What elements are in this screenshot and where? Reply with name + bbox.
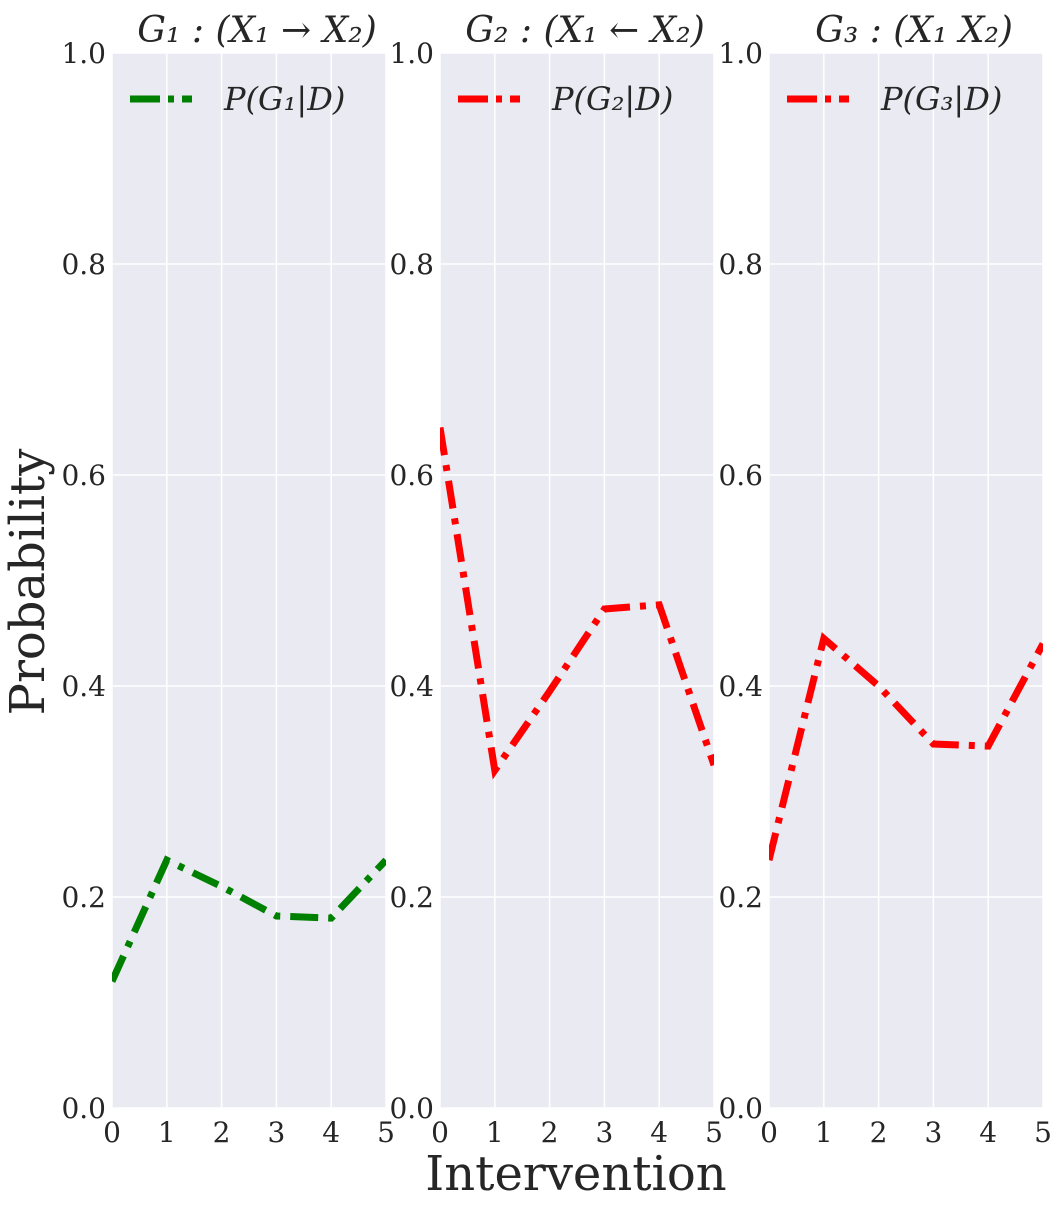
x-tick-label: 1 (158, 1116, 176, 1149)
x-tick-label: 5 (705, 1116, 723, 1149)
y-tick-label: 0.6 (718, 459, 763, 492)
y-tick-label: 0.2 (389, 881, 434, 914)
y-tick-label: 0.0 (718, 1092, 763, 1125)
x-tick-label: 2 (541, 1116, 559, 1149)
x-tick-label: 5 (377, 1116, 395, 1149)
x-tick-label: 3 (595, 1116, 613, 1149)
y-tick-label: 0.4 (389, 670, 434, 703)
y-tick-label: 1.0 (389, 37, 434, 70)
y-tick-label: 1.0 (718, 37, 763, 70)
y-tick-label: 0.2 (61, 881, 106, 914)
x-tick-label: 4 (979, 1116, 997, 1149)
x-tick-label: 4 (322, 1116, 340, 1149)
x-tick-label: 3 (924, 1116, 942, 1149)
x-tick-label: 0 (760, 1116, 778, 1149)
x-tick-label: 0 (431, 1116, 449, 1149)
panel-1: 0 1 2 3 4 5 0.0 0.2 0.4 0.6 0.8 1.0 G₁ : (X₁ → X₂) P(… (61, 10, 394, 1149)
y-tick-label: 0.2 (718, 881, 763, 914)
y-tick-label: 0.8 (61, 248, 106, 281)
panel-title: G₃ : (X₁ X₂) (815, 10, 1013, 51)
x-tick-label: 0 (103, 1116, 121, 1149)
y-tick-label: 0.0 (389, 1092, 434, 1125)
panel-title: G₁ : (X₁ → X₂) (137, 10, 376, 51)
x-tick-label: 3 (267, 1116, 285, 1149)
y-tick-label: 0.8 (718, 248, 763, 281)
plot-background (112, 53, 386, 1108)
panel-title: G₂ : (X₁ ← X₂) (465, 10, 704, 51)
series-line (769, 632, 1043, 861)
plot-background (440, 53, 714, 1108)
series-line (112, 855, 386, 983)
y-tick-label: 0.0 (61, 1092, 106, 1125)
legend-label: P(G₃|D) (880, 80, 1002, 118)
y-tick-label: 0.4 (718, 670, 763, 703)
panel-2: 0 1 2 3 4 5 0.0 0.2 0.4 0.6 0.8 1.0 G₂ : (X₁ ← X₂) P(… (389, 10, 722, 1149)
plot-background (769, 53, 1043, 1108)
y-tick-label: 0.4 (61, 670, 106, 703)
x-tick-label: 2 (213, 1116, 231, 1149)
y-tick-label: 0.6 (61, 459, 106, 492)
y-axis-label: Probability (0, 449, 56, 716)
legend-label: P(G₂|D) (551, 80, 673, 118)
legend-label: P(G₁|D) (223, 80, 345, 118)
series-line (440, 426, 714, 780)
x-tick-label: 2 (870, 1116, 888, 1149)
y-tick-label: 1.0 (61, 37, 106, 70)
x-tick-label: 1 (486, 1116, 504, 1149)
x-tick-label: 4 (650, 1116, 668, 1149)
x-tick-label: 5 (1034, 1116, 1052, 1149)
x-axis-label: Intervention (425, 1146, 726, 1202)
x-tick-label: 1 (815, 1116, 833, 1149)
panel-3: 0 1 2 3 4 5 0.0 0.2 0.4 0.6 0.8 1.0 G₃ : (X₁ X₂) P(G₃… (718, 10, 1051, 1149)
y-tick-label: 0.6 (389, 459, 434, 492)
y-tick-label: 0.8 (389, 248, 434, 281)
